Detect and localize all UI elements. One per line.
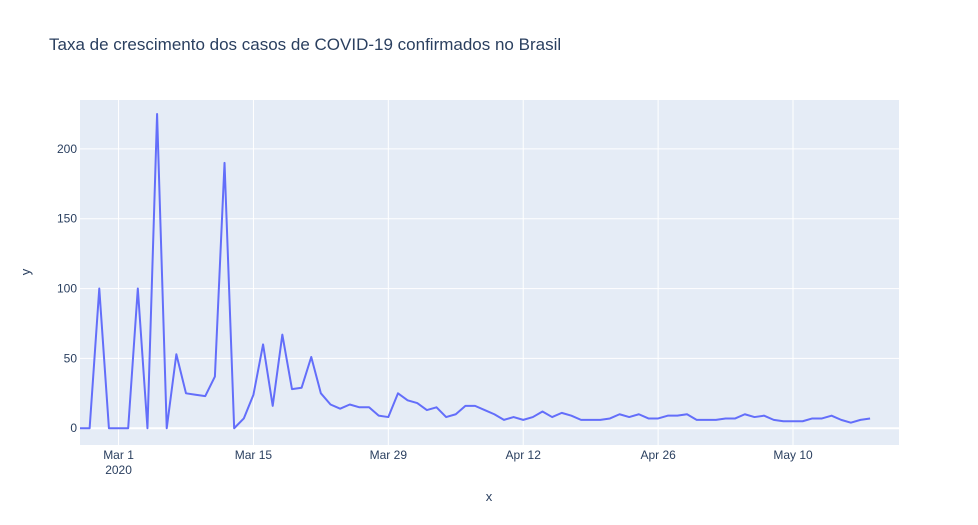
y-tick-label: 0 [70, 421, 77, 435]
y-tick-label: 200 [57, 142, 77, 156]
series-line [80, 112, 871, 430]
y-tick-label: 50 [64, 351, 78, 365]
x-tick-label: Mar 1 [103, 448, 134, 462]
x-tick-label: May 10 [773, 448, 813, 462]
x-tick-label: Apr 12 [506, 448, 542, 462]
chart-title: Taxa de crescimento dos casos de COVID-1… [49, 35, 561, 54]
x-axis-title: x [486, 489, 493, 504]
x-tick-label: Mar 29 [370, 448, 408, 462]
y-axis-title: y [18, 268, 33, 275]
plot-area [80, 100, 899, 445]
x-tick-sublabel: 2020 [105, 463, 132, 477]
y-tick-label: 150 [57, 212, 77, 226]
x-tick-label: Apr 26 [640, 448, 676, 462]
y-tick-label: 100 [57, 282, 77, 296]
x-tick-label: Mar 15 [235, 448, 273, 462]
y-axis-ticks: 0 50 100 150 200 [57, 142, 77, 435]
series-layer [80, 112, 871, 430]
